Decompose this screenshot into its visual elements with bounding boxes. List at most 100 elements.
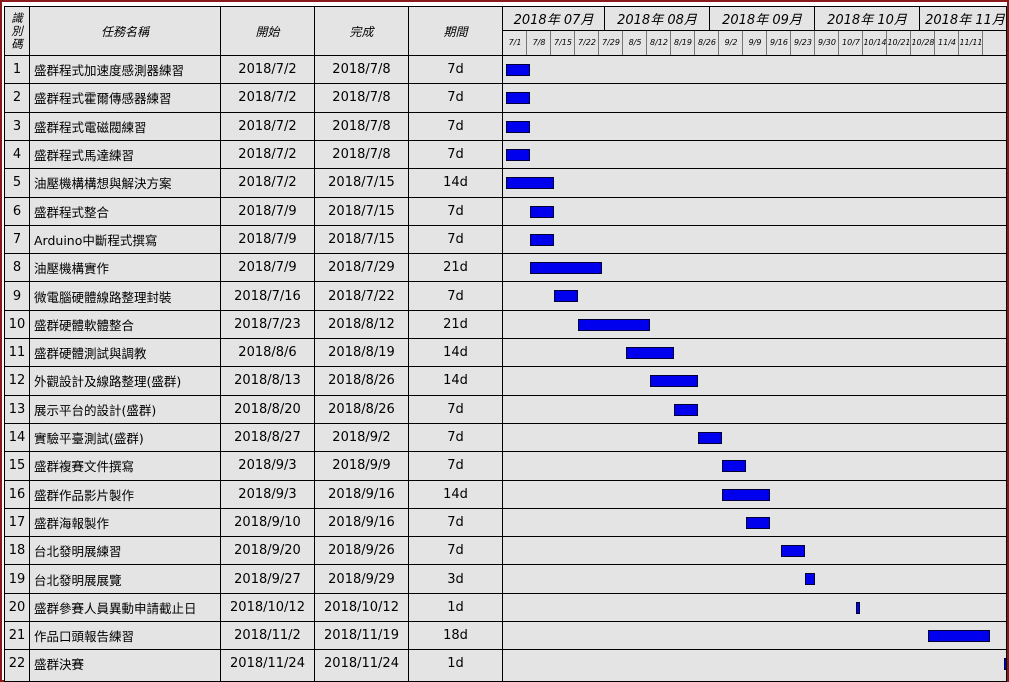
task-finish-cell[interactable]: 2018/8/26: [328, 373, 395, 389]
task-finish-cell[interactable]: 2018/9/26: [328, 543, 395, 559]
task-start-cell[interactable]: 2018/8/27: [234, 430, 301, 446]
header-duration[interactable]: 期間: [443, 24, 468, 39]
task-finish-cell[interactable]: 2018/8/19: [328, 345, 395, 361]
gantt-bar[interactable]: [722, 488, 771, 501]
task-id-cell[interactable]: 1: [12, 62, 22, 78]
task-start-cell[interactable]: 2018/7/9: [238, 260, 297, 276]
task-name-cell[interactable]: 作品口頭報告練習: [34, 629, 135, 645]
task-id-cell[interactable]: 15: [8, 458, 26, 474]
task-finish-cell[interactable]: 2018/8/12: [328, 316, 395, 332]
task-finish-cell[interactable]: 2018/10/12: [324, 599, 399, 615]
task-finish-cell[interactable]: 2018/11/24: [324, 656, 399, 672]
task-id-cell[interactable]: 2: [12, 90, 22, 106]
task-duration-cell[interactable]: 1d: [447, 656, 464, 672]
task-start-cell[interactable]: 2018/9/27: [234, 571, 301, 587]
task-name-cell[interactable]: 盛群程式馬達練習: [34, 148, 135, 164]
task-start-cell[interactable]: 2018/7/2: [238, 147, 297, 163]
task-name-cell[interactable]: 台北發明展展覽: [34, 572, 122, 588]
task-id-cell[interactable]: 19: [8, 571, 26, 587]
gantt-bar[interactable]: [506, 64, 531, 76]
task-name-cell[interactable]: 盛群決賽: [34, 657, 85, 673]
task-duration-cell[interactable]: 1d: [447, 599, 464, 615]
task-id-cell[interactable]: 5: [12, 175, 22, 191]
task-id-cell[interactable]: 17: [8, 514, 26, 530]
task-start-cell[interactable]: 2018/7/2: [238, 175, 297, 191]
task-id-cell[interactable]: 9: [12, 288, 22, 304]
task-duration-cell[interactable]: 7d: [447, 458, 464, 474]
task-start-cell[interactable]: 2018/10/12: [230, 599, 305, 615]
gantt-bar[interactable]: [780, 545, 805, 558]
gantt-bar[interactable]: [578, 318, 651, 331]
task-finish-cell[interactable]: 2018/7/8: [332, 90, 391, 106]
task-duration-cell[interactable]: 7d: [447, 543, 464, 559]
task-name-cell[interactable]: 實驗平臺測試(盛群): [34, 431, 144, 447]
task-start-cell[interactable]: 2018/9/3: [238, 486, 297, 502]
task-duration-cell[interactable]: 7d: [447, 118, 464, 134]
header-task-name[interactable]: 任務名稱: [100, 24, 149, 39]
task-name-cell[interactable]: 展示平台的設計(盛群): [34, 402, 157, 418]
task-start-cell[interactable]: 2018/7/2: [238, 118, 297, 134]
task-finish-cell[interactable]: 2018/9/16: [328, 486, 395, 502]
task-start-cell[interactable]: 2018/7/16: [234, 288, 301, 304]
task-start-cell[interactable]: 2018/7/9: [238, 231, 297, 247]
task-duration-cell[interactable]: 7d: [447, 401, 464, 417]
gantt-bar[interactable]: [530, 233, 555, 246]
task-id-cell[interactable]: 13: [8, 401, 26, 417]
task-duration-cell[interactable]: 14d: [443, 175, 468, 191]
task-finish-cell[interactable]: 2018/9/9: [332, 458, 391, 474]
gantt-bar[interactable]: [746, 516, 771, 529]
task-id-cell[interactable]: 14: [8, 430, 26, 446]
task-start-cell[interactable]: 2018/9/20: [234, 543, 301, 559]
task-start-cell[interactable]: 2018/11/2: [234, 628, 301, 644]
task-name-cell[interactable]: 外觀設計及線路整理(盛群): [34, 374, 182, 390]
task-finish-cell[interactable]: 2018/7/22: [328, 288, 395, 304]
task-start-cell[interactable]: 2018/9/3: [238, 458, 297, 474]
task-id-cell[interactable]: 10: [8, 316, 26, 332]
task-start-cell[interactable]: 2018/7/9: [238, 203, 297, 219]
task-name-cell[interactable]: 盛群硬體測試與調教: [34, 346, 147, 362]
task-start-cell[interactable]: 2018/11/24: [230, 656, 305, 672]
gantt-bar[interactable]: [530, 205, 555, 218]
task-name-cell[interactable]: 盛群程式整合: [34, 204, 110, 220]
task-duration-cell[interactable]: 7d: [447, 203, 464, 219]
gantt-bar[interactable]: [674, 403, 699, 416]
task-name-cell[interactable]: 盛群程式電磁閥練習: [34, 119, 147, 135]
task-finish-cell[interactable]: 2018/7/15: [328, 203, 395, 219]
gantt-bar[interactable]: [650, 375, 699, 388]
gantt-bar[interactable]: [506, 177, 555, 190]
task-start-cell[interactable]: 2018/8/20: [234, 401, 301, 417]
task-id-cell[interactable]: 12: [8, 373, 26, 389]
task-finish-cell[interactable]: 2018/9/2: [332, 430, 391, 446]
task-id-cell[interactable]: 22: [8, 656, 26, 672]
task-start-cell[interactable]: 2018/7/23: [234, 316, 301, 332]
task-name-cell[interactable]: 油壓機構構想與解決方案: [34, 176, 172, 192]
task-id-cell[interactable]: 3: [12, 118, 22, 134]
task-name-cell[interactable]: 台北發明展練習: [34, 544, 122, 560]
task-finish-cell[interactable]: 2018/7/15: [328, 231, 395, 247]
task-finish-cell[interactable]: 2018/8/26: [328, 401, 395, 417]
task-duration-cell[interactable]: 7d: [447, 147, 464, 163]
task-duration-cell[interactable]: 18d: [443, 628, 468, 644]
gantt-bar[interactable]: [554, 290, 579, 303]
task-name-cell[interactable]: 油壓機構實作: [34, 261, 110, 277]
task-finish-cell[interactable]: 2018/7/8: [332, 118, 391, 134]
task-id-cell[interactable]: 20: [8, 599, 26, 615]
task-id-cell[interactable]: 21: [8, 628, 26, 644]
task-finish-cell[interactable]: 2018/11/19: [324, 628, 399, 644]
task-finish-cell[interactable]: 2018/7/8: [332, 147, 391, 163]
task-duration-cell[interactable]: 7d: [447, 514, 464, 530]
task-start-cell[interactable]: 2018/7/2: [238, 90, 297, 106]
gantt-bar[interactable]: [506, 92, 531, 105]
task-start-cell[interactable]: 2018/9/10: [234, 514, 301, 530]
task-finish-cell[interactable]: 2018/7/29: [328, 260, 395, 276]
task-id-cell[interactable]: 7: [12, 231, 22, 247]
task-id-cell[interactable]: 18: [8, 543, 26, 559]
task-duration-cell[interactable]: 3d: [447, 571, 464, 587]
task-duration-cell[interactable]: 7d: [447, 90, 464, 106]
task-name-cell[interactable]: 盛群程式加速度感測器練習: [34, 63, 185, 79]
task-id-cell[interactable]: 11: [8, 345, 26, 361]
task-name-cell[interactable]: 盛群參賽人員異動申請截止日: [34, 600, 197, 616]
gantt-bar[interactable]: [928, 630, 990, 642]
task-start-cell[interactable]: 2018/7/2: [238, 62, 297, 78]
gantt-bar[interactable]: [698, 431, 723, 444]
